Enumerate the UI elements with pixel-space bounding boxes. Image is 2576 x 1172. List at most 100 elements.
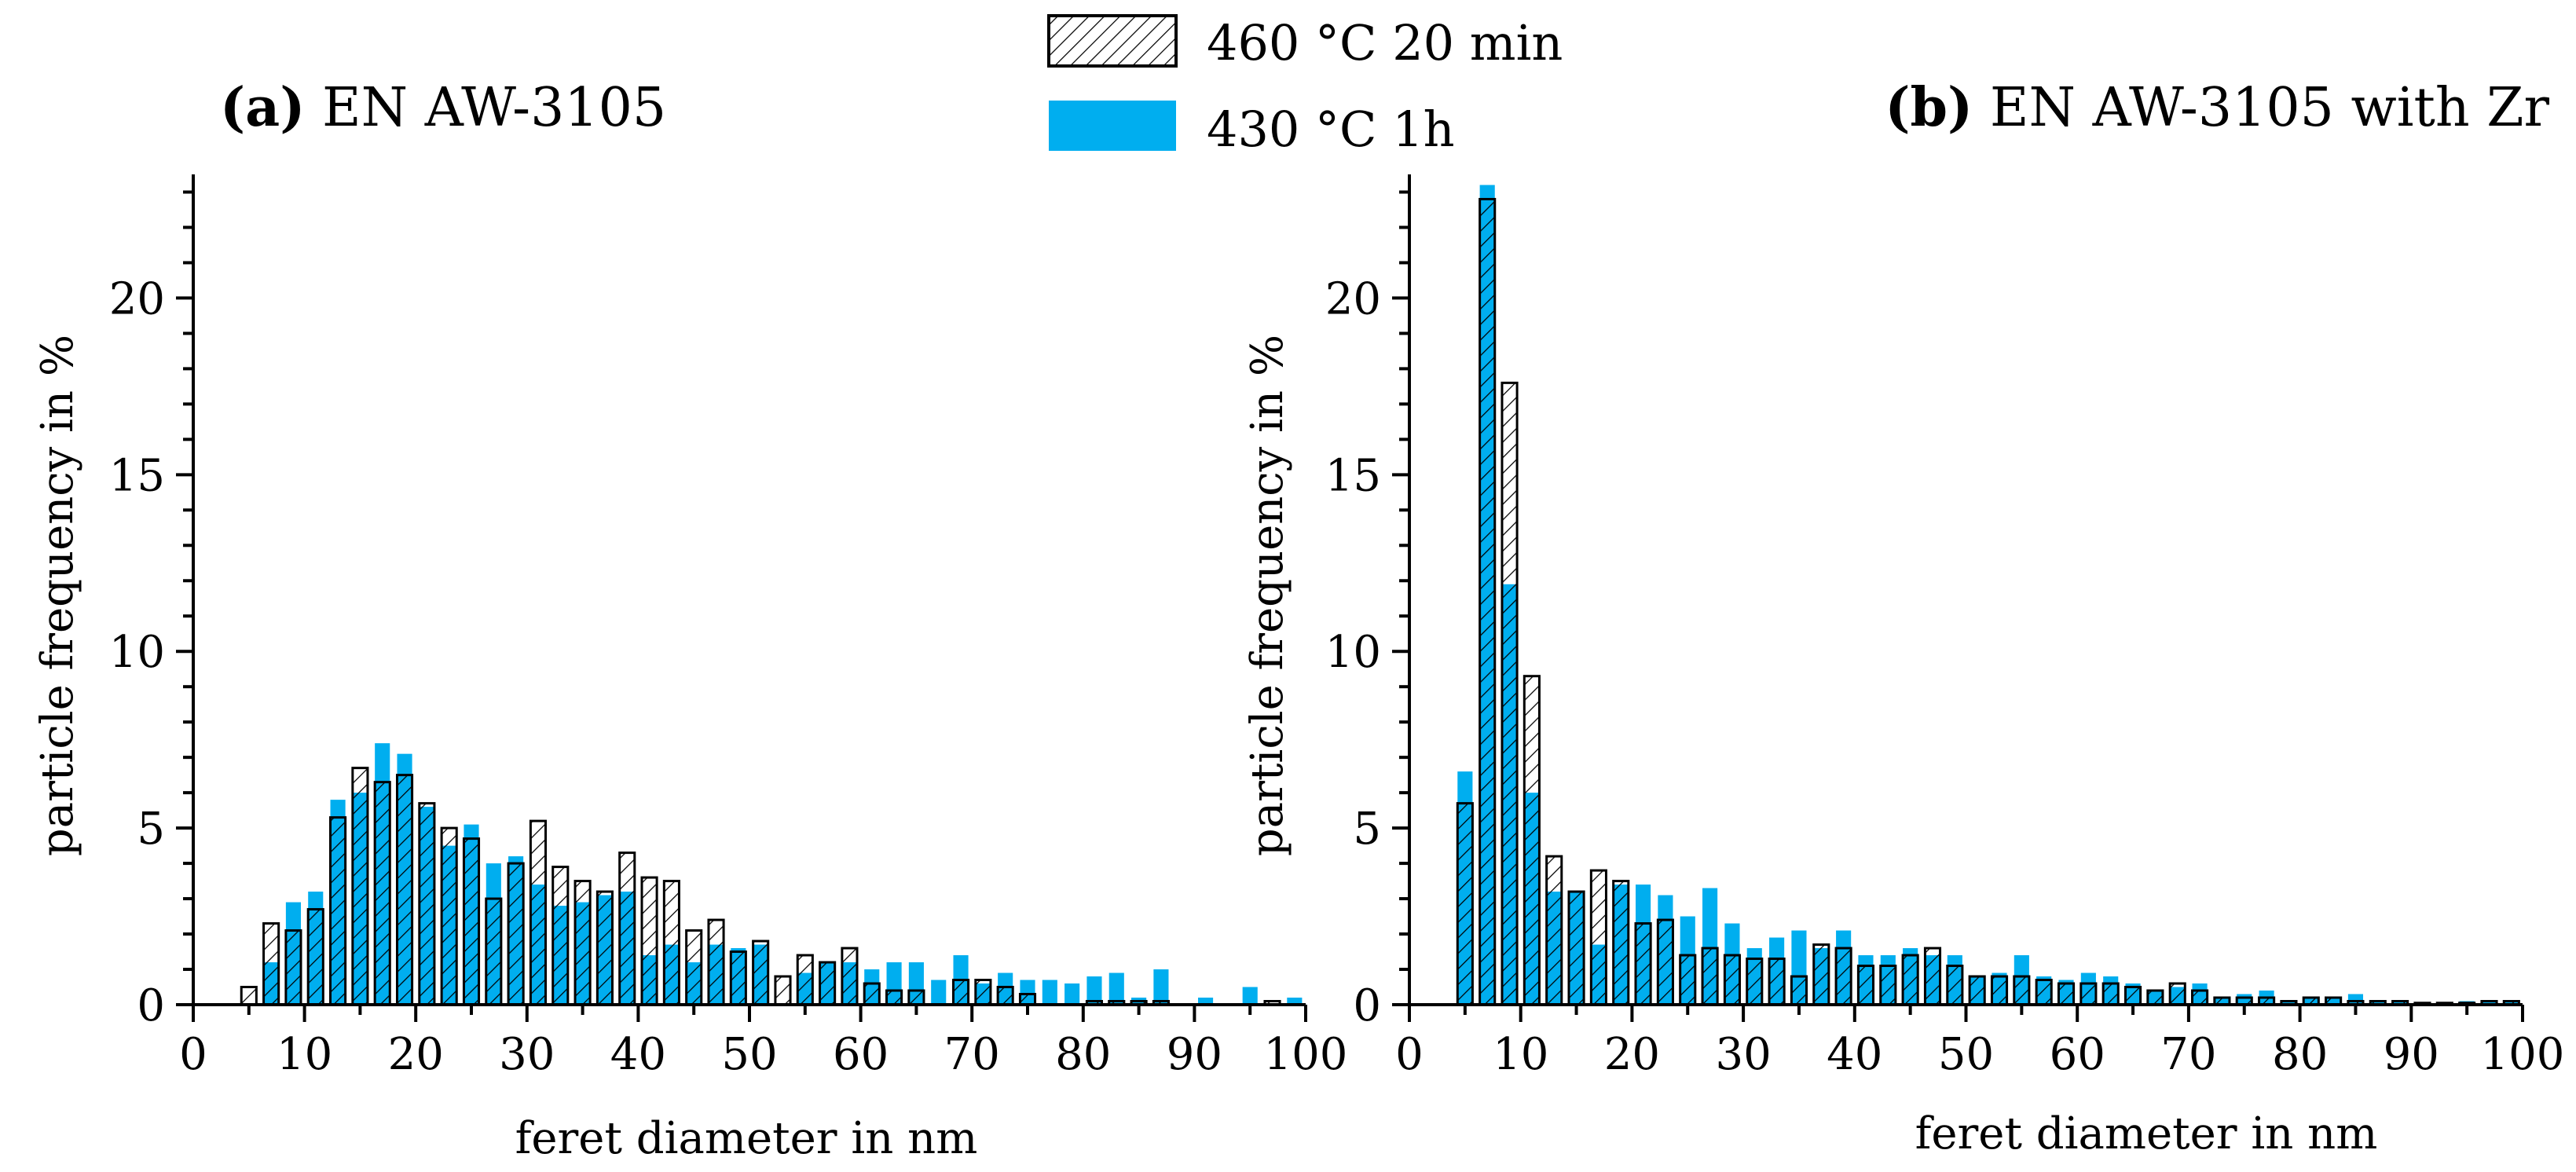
bar-460C-20min bbox=[1018, 993, 1037, 1006]
panel-a: (a) EN AW-3105 0 10 20 30 40 50 60 70 80 90 100 0 5… bbox=[32, 76, 1347, 1164]
bar-460C-20min bbox=[885, 989, 903, 1006]
bar-460C-20min bbox=[1790, 975, 1808, 1006]
bar-460C-20min bbox=[1746, 958, 1764, 1006]
bar-460C-20min bbox=[774, 975, 792, 1006]
bar-460C-20min bbox=[640, 876, 658, 1006]
bar-460C-20min bbox=[1923, 947, 1942, 1006]
panel-b-y-axis-title: particle frequency in % bbox=[1242, 335, 1293, 856]
panel-a-label: (a) bbox=[220, 76, 305, 139]
bar-460C-20min bbox=[1612, 880, 1630, 1006]
panel-b-x-axis-title: feret diameter in nm bbox=[1915, 1108, 2378, 1159]
bar-460C-20min bbox=[2057, 982, 2076, 1006]
bar-460C-20min bbox=[573, 880, 592, 1006]
bar-460C-20min bbox=[1501, 381, 1519, 1006]
bar-460C-20min bbox=[729, 950, 747, 1006]
bar-460C-20min bbox=[1879, 965, 1897, 1006]
bar-460C-20min bbox=[974, 979, 992, 1006]
y-tick-label: 5 bbox=[137, 804, 165, 855]
bar-460C-20min bbox=[373, 781, 391, 1006]
bar-430C-1h bbox=[1198, 998, 1214, 1005]
x-tick-label: 50 bbox=[1938, 1029, 1994, 1080]
x-tick-label: 20 bbox=[388, 1029, 444, 1080]
bar-460C-20min bbox=[284, 929, 302, 1006]
bar-430C-1h bbox=[1153, 969, 1169, 1005]
bar-460C-20min bbox=[1634, 922, 1652, 1006]
x-tick-label: 80 bbox=[1055, 1029, 1111, 1080]
bar-460C-20min bbox=[819, 961, 837, 1006]
bar-430C-1h bbox=[1287, 998, 1303, 1005]
panel-a-y-axis-title: particle frequency in % bbox=[32, 335, 83, 856]
y-tick-label: 0 bbox=[1353, 980, 1381, 1031]
x-tick-label: 20 bbox=[1604, 1029, 1660, 1080]
x-tick-label: 30 bbox=[1715, 1029, 1771, 1080]
x-tick-label: 100 bbox=[1264, 1029, 1348, 1080]
x-tick-label: 90 bbox=[2384, 1029, 2439, 1080]
bar-460C-20min bbox=[618, 852, 636, 1006]
legend-item-solid: 430 °C 1h bbox=[1049, 101, 1455, 158]
y-tick-label: 0 bbox=[137, 980, 165, 1031]
y-tick-label: 15 bbox=[1325, 450, 1381, 501]
x-tick-label: 70 bbox=[2160, 1029, 2216, 1080]
bar-460C-20min bbox=[907, 989, 925, 1006]
bar-460C-20min bbox=[395, 774, 414, 1006]
bar-460C-20min bbox=[752, 939, 770, 1006]
bar-460C-20min bbox=[2013, 975, 2031, 1006]
x-tick-label: 90 bbox=[1167, 1029, 1222, 1080]
bar-460C-20min bbox=[1656, 918, 1674, 1006]
x-tick-label: 80 bbox=[2272, 1029, 2328, 1080]
legend-swatch-hatched bbox=[1047, 14, 1178, 68]
panel-b-y-ticks: 0 5 10 15 20 bbox=[1325, 190, 1409, 1031]
bar-460C-20min bbox=[262, 922, 280, 1006]
bar-460C-20min bbox=[1856, 965, 1875, 1006]
y-tick-label: 10 bbox=[109, 627, 165, 678]
bar-460C-20min bbox=[662, 880, 680, 1006]
bar-460C-20min bbox=[1701, 947, 1719, 1006]
bar-430C-1h bbox=[1042, 980, 1057, 1005]
legend: 460 °C 20 min 430 °C 1h bbox=[1047, 14, 1563, 158]
x-tick-label: 100 bbox=[2481, 1029, 2565, 1080]
y-tick-label: 10 bbox=[1325, 627, 1381, 678]
bar-460C-20min bbox=[1523, 675, 1541, 1006]
bar-460C-20min bbox=[1545, 855, 1563, 1006]
bar-460C-20min bbox=[2168, 982, 2186, 1006]
x-tick-label: 60 bbox=[2050, 1029, 2105, 1080]
x-tick-label: 40 bbox=[1827, 1029, 1882, 1080]
bar-460C-20min bbox=[1589, 869, 1607, 1006]
x-tick-label: 60 bbox=[833, 1029, 889, 1080]
bar-460C-20min bbox=[1768, 958, 1786, 1006]
legend-item-hatched: 460 °C 20 min bbox=[1047, 14, 1563, 71]
bar-460C-20min bbox=[2123, 986, 2142, 1006]
bar-460C-20min bbox=[1679, 954, 1697, 1006]
bar-460C-20min bbox=[351, 767, 369, 1006]
y-tick-label: 20 bbox=[109, 273, 165, 324]
bar-460C-20min bbox=[2146, 989, 2164, 1006]
bar-460C-20min bbox=[1812, 943, 1830, 1006]
x-tick-label: 30 bbox=[499, 1029, 555, 1080]
legend-swatch-solid bbox=[1049, 101, 1176, 151]
bar-460C-20min bbox=[240, 986, 258, 1006]
bar-460C-20min bbox=[685, 929, 703, 1006]
bar-460C-20min bbox=[841, 947, 859, 1006]
bar-460C-20min bbox=[1456, 802, 1474, 1006]
panel-a-x-ticks: 0 10 20 30 40 50 60 70 80 90 100 bbox=[179, 1005, 1347, 1080]
panel-b-bars bbox=[1456, 185, 2520, 1006]
bar-430C-1h bbox=[1064, 983, 1080, 1005]
panel-b-title: (b) EN AW-3105 with Zr bbox=[1885, 76, 2549, 139]
bar-460C-20min bbox=[951, 979, 970, 1006]
panel-b-axes bbox=[1408, 174, 2523, 1006]
bar-460C-20min bbox=[2035, 979, 2053, 1006]
bar-460C-20min bbox=[1834, 947, 1852, 1006]
bar-460C-20min bbox=[507, 862, 525, 1006]
panel-b-x-ticks: 0 10 20 30 40 50 60 70 80 90 100 bbox=[1395, 1005, 2564, 1080]
y-tick-label: 20 bbox=[1325, 273, 1381, 324]
x-tick-label: 50 bbox=[721, 1029, 777, 1080]
x-tick-label: 70 bbox=[944, 1029, 1000, 1080]
x-tick-label: 0 bbox=[1395, 1029, 1424, 1080]
bar-460C-20min bbox=[529, 819, 548, 1006]
bar-460C-20min bbox=[595, 890, 614, 1006]
panel-b-title-text: EN AW-3105 with Zr bbox=[1990, 77, 2550, 139]
bar-460C-20min bbox=[418, 802, 436, 1006]
bar-460C-20min bbox=[996, 986, 1014, 1006]
panel-b-label: (b) bbox=[1885, 76, 1973, 139]
bar-460C-20min bbox=[1990, 975, 2009, 1006]
